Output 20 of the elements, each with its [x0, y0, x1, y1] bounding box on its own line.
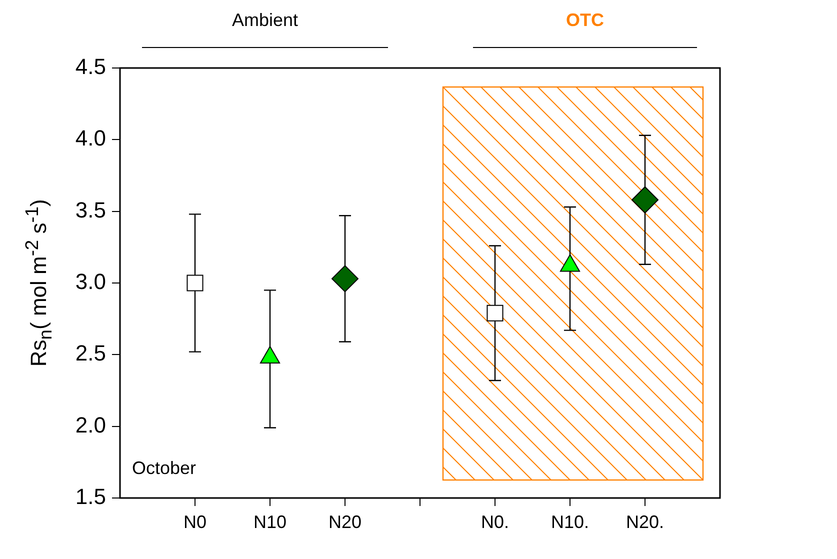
y-tick-label: 3.5	[75, 197, 106, 222]
y-tick-label: 1.5	[75, 484, 106, 510]
annotation: October	[132, 458, 196, 478]
text: OTC	[565, 10, 605, 31]
y-tick-label: 2.5	[75, 340, 106, 366]
x-tick-label: N10.	[550, 512, 590, 532]
point	[632, 186, 658, 214]
point	[186, 274, 204, 292]
x-tick-label: N10	[253, 512, 287, 532]
x-tick-label: N0.	[480, 512, 510, 532]
x-tick-label: N20.	[626, 512, 664, 532]
y-tick-label: 4.0	[75, 126, 106, 151]
y-tick-label: 2.0	[75, 412, 106, 438]
y-tick-label: 3.0	[75, 269, 106, 294]
x-tick-label: N0	[183, 512, 207, 532]
point	[486, 304, 504, 322]
x-tick-label: N20	[328, 512, 362, 532]
text: Ambient	[230, 10, 300, 31]
point	[332, 265, 358, 292]
y-tick-label: 4.5	[75, 54, 106, 80]
